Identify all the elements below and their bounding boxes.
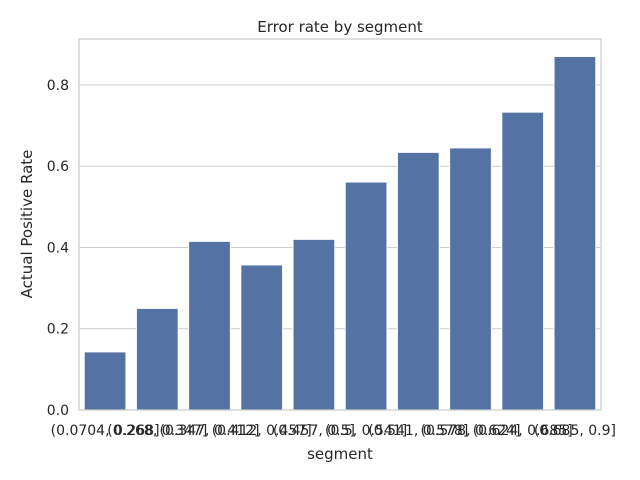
chart-title: Error rate by segment <box>257 18 423 36</box>
x-axis-ticks: (0.0704, 0.268](0.268, 0.347](0.347, 0.4… <box>51 423 616 439</box>
bar <box>135 307 179 411</box>
bar <box>292 238 336 411</box>
x-tick-label: (0.5, 0.541] <box>325 423 407 439</box>
x-tick-label: (0.541, 0.578] <box>368 423 468 439</box>
bar <box>83 351 127 411</box>
y-tick-label: 0.6 <box>47 159 69 175</box>
y-tick-label: 0.2 <box>47 322 69 338</box>
bar <box>188 240 231 411</box>
bars <box>83 55 597 411</box>
y-axis-ticks: 0.0 0.2 0.4 0.6 0.8 <box>47 78 69 419</box>
plot-frame <box>78 38 602 411</box>
y-tick-label: 0.0 <box>47 403 69 419</box>
x-tick-label: (0.624, 0.685] <box>473 423 573 439</box>
y-axis-label: Actual Positive Rate <box>18 150 36 299</box>
x-tick-label: (0.0704, 0.268] <box>51 423 160 439</box>
x-tick-label: (0.457, 0.5] <box>273 423 355 439</box>
x-axis-label: segment <box>307 445 373 463</box>
bar <box>396 151 440 411</box>
bar <box>240 264 284 411</box>
bar <box>449 147 492 411</box>
y-tick-label: 0.8 <box>47 78 69 94</box>
x-tick-label: (0.412, 0.457] <box>212 423 312 439</box>
bar <box>344 181 388 411</box>
y-tick-label: 0.4 <box>47 240 69 256</box>
x-tick-label: (0.268, 0.347] <box>107 423 207 439</box>
bar <box>553 55 597 411</box>
bar <box>501 111 545 411</box>
x-tick-label: (0.578, 0.624] <box>421 423 521 439</box>
x-tick-label: (0.347, 0.412] <box>160 423 260 439</box>
x-tick-label: (0.685, 0.9] <box>534 423 616 439</box>
